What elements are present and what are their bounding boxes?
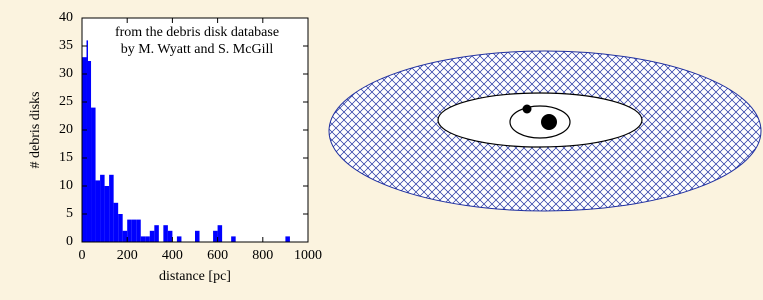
annotation: by M. Wyatt and S. McGill bbox=[121, 42, 274, 57]
x-tick-label: 600 bbox=[207, 248, 228, 263]
bar bbox=[87, 40, 92, 242]
y-tick-label: 20 bbox=[59, 122, 73, 137]
bar bbox=[285, 236, 290, 242]
bar bbox=[195, 231, 200, 242]
y-tick-label: 5 bbox=[66, 206, 73, 221]
disk-diagram bbox=[329, 51, 761, 211]
annotation: from the debris disk database bbox=[115, 25, 279, 40]
x-tick-label: 800 bbox=[252, 248, 273, 263]
figure: from the debris disk database by M. Wyat… bbox=[0, 0, 763, 295]
bar bbox=[154, 225, 159, 242]
y-tick-label: 25 bbox=[59, 94, 73, 109]
y-tick-label: 35 bbox=[59, 38, 73, 53]
bar bbox=[213, 231, 218, 242]
y-tick-label: 0 bbox=[66, 234, 73, 249]
x-axis-label: distance [pc] bbox=[159, 269, 231, 284]
bar bbox=[132, 220, 137, 242]
bar bbox=[163, 225, 168, 242]
bar bbox=[141, 236, 146, 242]
bar bbox=[123, 231, 128, 242]
bar bbox=[114, 203, 119, 242]
star bbox=[541, 114, 557, 130]
bar bbox=[91, 108, 96, 242]
bar bbox=[127, 220, 132, 242]
y-axis-label: # debris disks bbox=[28, 92, 43, 169]
bar bbox=[168, 231, 173, 242]
bar bbox=[136, 220, 141, 242]
bar bbox=[145, 236, 150, 242]
bar bbox=[105, 186, 110, 242]
y-tick-label: 40 bbox=[59, 10, 73, 25]
bar bbox=[231, 236, 236, 242]
x-tick-label: 400 bbox=[162, 248, 183, 263]
bar bbox=[100, 175, 105, 242]
bar bbox=[218, 225, 223, 242]
inner-gap bbox=[438, 93, 642, 147]
bar bbox=[177, 236, 182, 242]
planet bbox=[523, 105, 532, 114]
y-tick-label: 15 bbox=[59, 150, 73, 165]
bar bbox=[96, 180, 101, 242]
bar bbox=[109, 175, 114, 242]
y-tick-label: 10 bbox=[59, 178, 73, 193]
x-tick-label: 0 bbox=[79, 248, 86, 263]
y-tick-label: 30 bbox=[59, 66, 73, 81]
bar bbox=[150, 231, 155, 242]
x-tick-label: 200 bbox=[117, 248, 138, 263]
x-tick-label: 1000 bbox=[294, 248, 322, 263]
bar bbox=[118, 214, 123, 242]
